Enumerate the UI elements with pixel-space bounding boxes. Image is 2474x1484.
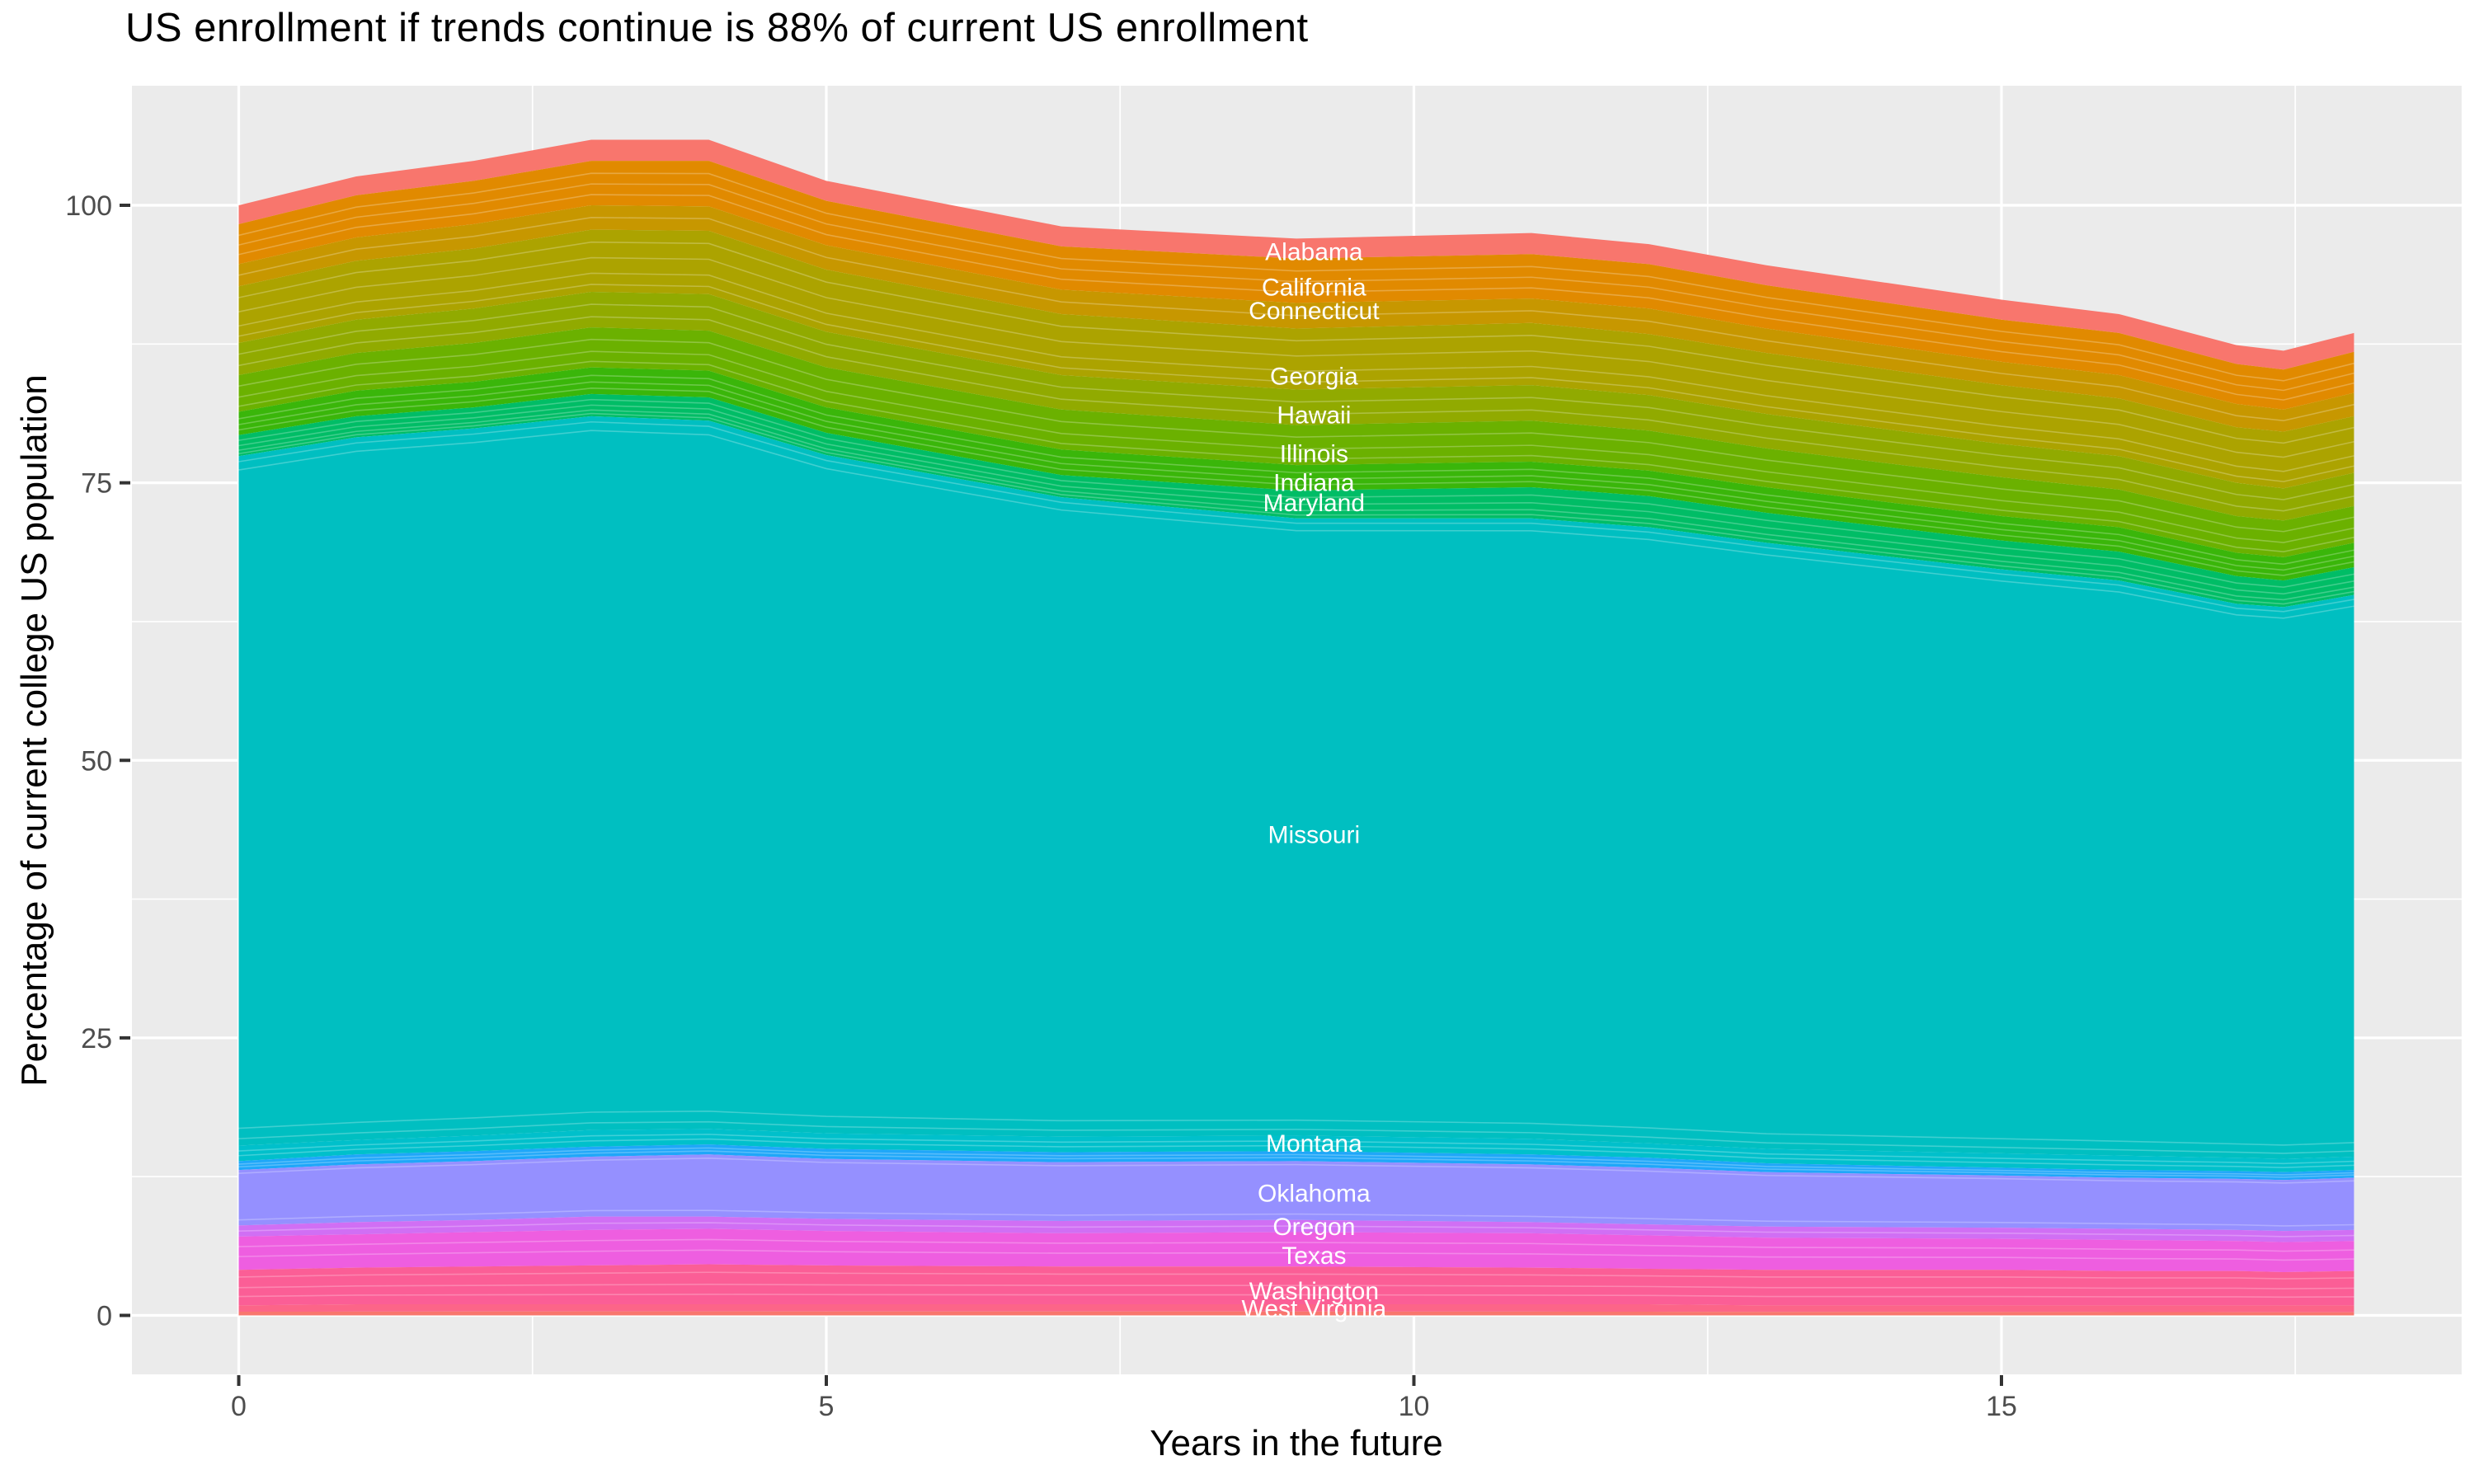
band-separator-line [238, 1147, 2354, 1176]
band-separator-line [238, 1238, 2354, 1252]
band-oregon [238, 1216, 2354, 1242]
band-hawaii [238, 292, 2354, 521]
area-bands [238, 139, 2354, 1316]
x-axis-title: Years in the future [1150, 1423, 1443, 1463]
band-separator-line [238, 381, 2354, 571]
state-label-washington: Washington [1249, 1278, 1379, 1305]
state-label-maryland: Maryland [1263, 490, 1365, 517]
band-separator-line [238, 412, 2354, 605]
state-label-oklahoma: Oklahoma [1258, 1180, 1371, 1207]
x-tick-label: 10 [1399, 1391, 1430, 1422]
band-alabama [238, 139, 2354, 370]
y-tick-label: 75 [81, 468, 112, 500]
band-separator-line [238, 316, 2354, 512]
band-separator-line [238, 409, 2354, 601]
band-west-virginia [238, 1304, 2354, 1313]
band-separator-line [238, 1111, 2354, 1146]
band-indiana [238, 367, 2354, 581]
state-label-illinois: Illinois [1280, 441, 1348, 468]
band-separator-line [238, 1222, 2354, 1237]
x-tick-label: 0 [231, 1391, 247, 1422]
y-tick-label: 100 [65, 190, 112, 222]
band-separator-line [238, 398, 2354, 589]
band-separator-line [238, 1138, 2354, 1168]
band-washington [238, 1264, 2354, 1306]
band-separator-line [238, 1120, 2354, 1154]
state-label-connecticut: Connecticut [1249, 298, 1380, 325]
band-separator-line [238, 241, 2354, 444]
state-label-oregon: Oregon [1272, 1214, 1355, 1241]
band-separator-line [238, 338, 2354, 533]
band-separator-line [238, 284, 2354, 482]
y-tick-label: 25 [81, 1023, 112, 1054]
x-tick-label: 15 [1986, 1391, 2017, 1422]
state-label-west-virginia: West Virginia [1242, 1295, 1387, 1322]
band-separator-line [238, 374, 2354, 566]
band-separator-line [238, 194, 2354, 401]
band-separator-line [238, 272, 2354, 472]
band-separator-line [238, 1209, 2354, 1227]
band-missouri [238, 416, 2354, 1159]
state-label-hawaii: Hawaii [1277, 402, 1351, 429]
state-label-missouri: Missouri [1268, 821, 1361, 848]
band-separator-line [238, 256, 2354, 458]
state-label-alabama: Alabama [1265, 239, 1363, 266]
band-montana [238, 1129, 2354, 1172]
band-georgia [238, 229, 2354, 489]
band-separator-line [238, 1134, 2354, 1165]
band-unlabeled [238, 1144, 2354, 1181]
state-label-texas: Texas [1282, 1242, 1346, 1270]
x-tick-label: 5 [819, 1391, 835, 1422]
band-unlabeled [238, 1311, 2354, 1316]
band-separator-line [238, 183, 2354, 392]
band-oklahoma [238, 1154, 2354, 1232]
band-separator-line [238, 172, 2354, 382]
state-label-indiana: Indiana [1273, 470, 1355, 497]
y-tick-label: 0 [96, 1301, 112, 1332]
band-separator-line [238, 404, 2354, 595]
y-axis-title: Percentage of current college US populat… [14, 374, 54, 1087]
band-separator-line [238, 350, 2354, 543]
band-maryland [238, 393, 2354, 608]
band-illinois [238, 327, 2354, 557]
band-separator-line [238, 430, 2354, 619]
y-tick-label: 50 [81, 745, 112, 777]
state-label-california: California [1262, 275, 1366, 302]
band-california [238, 161, 2354, 410]
band-separator-line [238, 217, 2354, 422]
band-separator-line [238, 360, 2354, 552]
band-connecticut [238, 205, 2354, 432]
band-separator-line [238, 1283, 2354, 1289]
band-separator-line [238, 303, 2354, 500]
chart-title: US enrollment if trends continue is 88% … [125, 6, 1309, 50]
band-separator-line [238, 387, 2354, 576]
state-label-georgia: Georgia [1270, 363, 1358, 390]
band-separator-line [238, 1294, 2354, 1298]
state-label-montana: Montana [1266, 1130, 1362, 1158]
tick-marks: 0 25 50 75 100 0 5 10 15 [65, 190, 2017, 1422]
band-separator-line [238, 1249, 2354, 1261]
band-separator-line [238, 1271, 2354, 1280]
band-texas [238, 1228, 2354, 1272]
band-separator-line [238, 420, 2354, 613]
band-separator-line [238, 1150, 2354, 1178]
band-separator-line [238, 1157, 2354, 1184]
